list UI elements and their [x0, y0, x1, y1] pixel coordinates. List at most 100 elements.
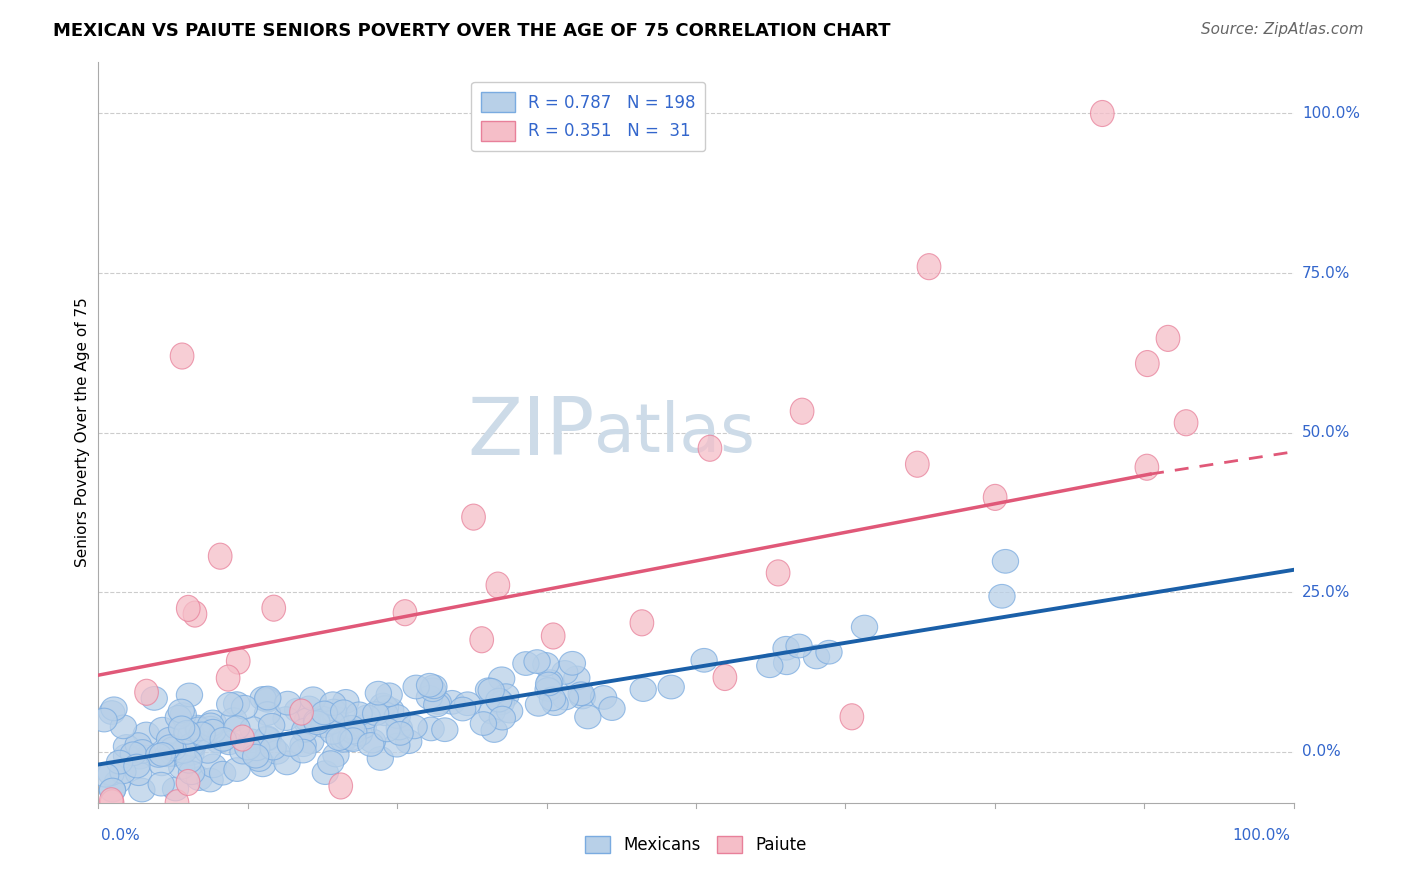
- Ellipse shape: [339, 715, 364, 739]
- Ellipse shape: [200, 754, 226, 778]
- Ellipse shape: [184, 715, 211, 739]
- Ellipse shape: [284, 698, 311, 722]
- Ellipse shape: [815, 640, 842, 664]
- Ellipse shape: [568, 681, 595, 706]
- Ellipse shape: [513, 652, 538, 675]
- Ellipse shape: [488, 691, 515, 714]
- Ellipse shape: [101, 697, 127, 721]
- Ellipse shape: [537, 670, 562, 693]
- Ellipse shape: [983, 484, 1007, 510]
- Ellipse shape: [179, 723, 204, 747]
- Ellipse shape: [197, 716, 224, 740]
- Ellipse shape: [1135, 454, 1159, 480]
- Ellipse shape: [100, 788, 124, 814]
- Ellipse shape: [226, 648, 250, 674]
- Ellipse shape: [254, 726, 280, 749]
- Ellipse shape: [160, 737, 186, 761]
- Ellipse shape: [333, 690, 359, 714]
- Ellipse shape: [186, 717, 212, 740]
- Ellipse shape: [373, 696, 398, 719]
- Ellipse shape: [295, 708, 321, 731]
- Ellipse shape: [160, 742, 187, 766]
- Ellipse shape: [224, 757, 250, 781]
- Ellipse shape: [246, 747, 273, 772]
- Ellipse shape: [209, 728, 236, 751]
- Ellipse shape: [993, 549, 1018, 574]
- Ellipse shape: [149, 752, 174, 776]
- Ellipse shape: [179, 741, 204, 765]
- Ellipse shape: [179, 732, 205, 756]
- Ellipse shape: [157, 735, 183, 758]
- Ellipse shape: [773, 636, 799, 660]
- Text: 100.0%: 100.0%: [1233, 828, 1291, 843]
- Ellipse shape: [262, 595, 285, 621]
- Ellipse shape: [291, 718, 318, 742]
- Ellipse shape: [432, 718, 458, 741]
- Ellipse shape: [713, 665, 737, 690]
- Ellipse shape: [384, 733, 411, 757]
- Ellipse shape: [169, 716, 195, 739]
- Ellipse shape: [180, 734, 207, 757]
- Ellipse shape: [254, 686, 281, 710]
- Ellipse shape: [354, 705, 381, 729]
- Ellipse shape: [304, 711, 330, 735]
- Ellipse shape: [197, 713, 224, 737]
- Ellipse shape: [290, 699, 314, 725]
- Ellipse shape: [165, 789, 188, 816]
- Ellipse shape: [145, 744, 172, 767]
- Ellipse shape: [378, 698, 404, 722]
- Ellipse shape: [363, 702, 389, 725]
- Ellipse shape: [326, 727, 352, 750]
- Ellipse shape: [366, 681, 391, 705]
- Ellipse shape: [418, 717, 444, 740]
- Ellipse shape: [526, 692, 551, 716]
- Ellipse shape: [630, 610, 654, 636]
- Text: Source: ZipAtlas.com: Source: ZipAtlas.com: [1201, 22, 1364, 37]
- Ellipse shape: [541, 623, 565, 649]
- Ellipse shape: [231, 696, 257, 719]
- Ellipse shape: [217, 665, 240, 691]
- Ellipse shape: [205, 730, 232, 753]
- Ellipse shape: [553, 686, 578, 710]
- Ellipse shape: [274, 751, 299, 775]
- Ellipse shape: [416, 686, 443, 709]
- Ellipse shape: [254, 702, 281, 725]
- Ellipse shape: [439, 690, 465, 714]
- Ellipse shape: [155, 743, 181, 766]
- Ellipse shape: [304, 709, 330, 732]
- Ellipse shape: [475, 678, 502, 702]
- Text: 100.0%: 100.0%: [1302, 106, 1360, 121]
- Ellipse shape: [461, 504, 485, 530]
- Ellipse shape: [690, 648, 717, 673]
- Ellipse shape: [591, 686, 617, 709]
- Ellipse shape: [401, 715, 427, 739]
- Ellipse shape: [125, 732, 152, 756]
- Ellipse shape: [93, 764, 118, 787]
- Ellipse shape: [114, 735, 139, 758]
- Ellipse shape: [766, 560, 790, 586]
- Ellipse shape: [524, 649, 550, 673]
- Text: 0.0%: 0.0%: [1302, 744, 1340, 759]
- Ellipse shape: [190, 723, 217, 747]
- Ellipse shape: [329, 773, 353, 799]
- Text: ZIP: ZIP: [467, 393, 595, 472]
- Ellipse shape: [395, 730, 422, 754]
- Ellipse shape: [254, 727, 281, 751]
- Ellipse shape: [905, 451, 929, 477]
- Ellipse shape: [371, 702, 398, 725]
- Ellipse shape: [470, 712, 496, 735]
- Ellipse shape: [423, 693, 450, 717]
- Ellipse shape: [243, 737, 270, 761]
- Ellipse shape: [337, 727, 364, 750]
- Ellipse shape: [387, 716, 412, 739]
- Ellipse shape: [114, 744, 139, 768]
- Ellipse shape: [129, 739, 156, 764]
- Ellipse shape: [478, 679, 505, 702]
- Ellipse shape: [200, 719, 226, 743]
- Ellipse shape: [803, 645, 830, 669]
- Ellipse shape: [110, 715, 136, 739]
- Text: 0.0%: 0.0%: [101, 828, 141, 843]
- Ellipse shape: [852, 615, 877, 639]
- Ellipse shape: [367, 747, 394, 771]
- Ellipse shape: [253, 727, 280, 750]
